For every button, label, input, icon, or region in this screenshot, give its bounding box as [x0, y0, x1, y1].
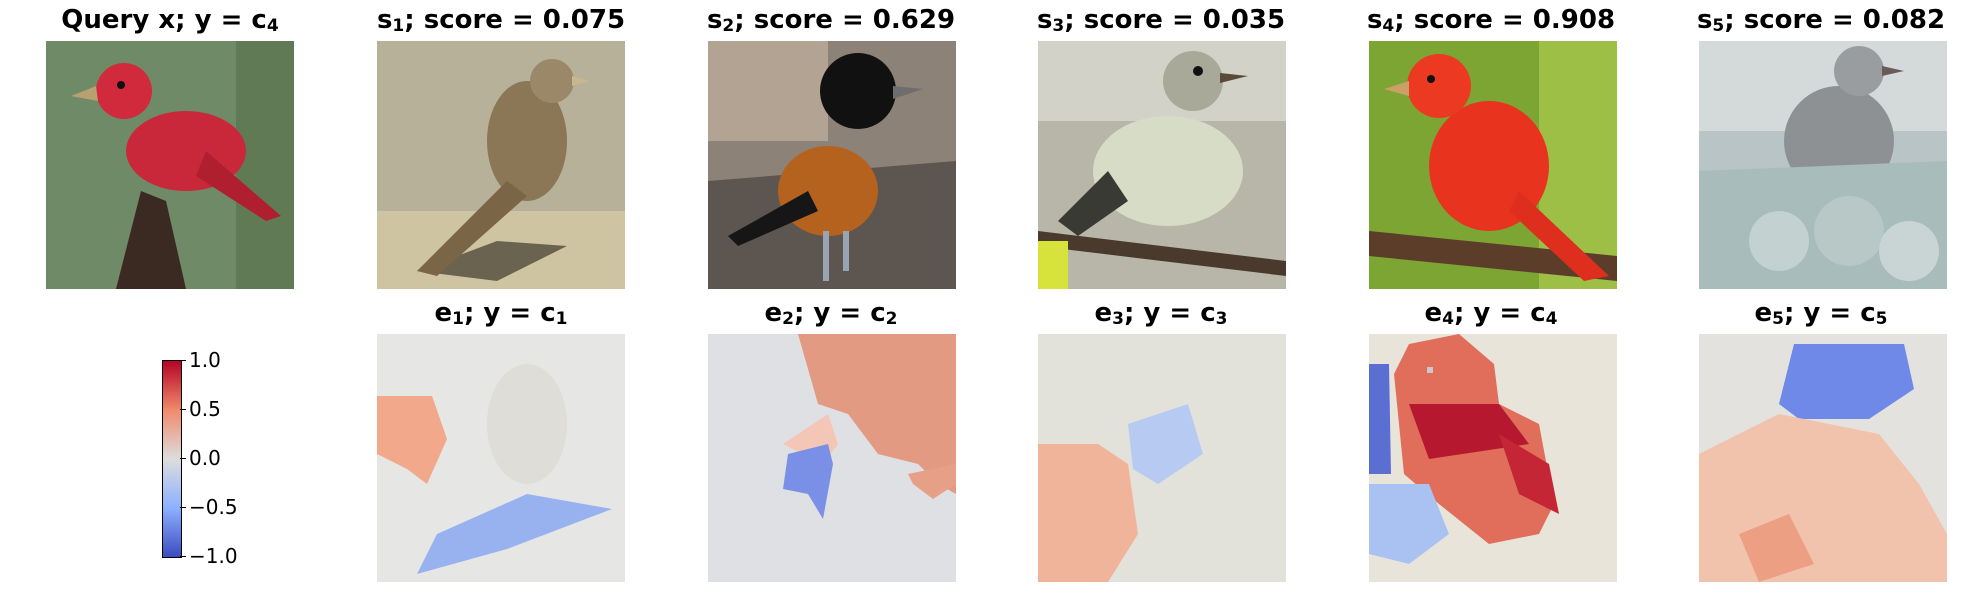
explanation-3-title: e3; y = c3 — [1094, 298, 1228, 329]
colorbar-tick — [180, 507, 186, 508]
similar-5-title: s5; score = 0.082 — [1696, 5, 1946, 36]
similar-5-image-gray-bird — [1699, 41, 1947, 289]
explanation-4-heatmap — [1369, 334, 1617, 582]
explanation-5-title: e5; y = c5 — [1754, 298, 1888, 329]
explanation-5-heatmap — [1699, 334, 1947, 582]
colorbar-tick — [180, 556, 186, 557]
explanation-1-heatmap — [377, 334, 625, 582]
colorbar-tick — [180, 360, 186, 361]
colorbar-tick-label: −0.5 — [189, 495, 238, 519]
colorbar — [162, 360, 182, 558]
query-title: Query x; y = c4 — [61, 5, 279, 36]
similar-2-image-oriole — [708, 41, 956, 289]
similar-3-image-flycatcher — [1038, 41, 1286, 289]
colorbar-tick-label: −1.0 — [189, 544, 238, 568]
colorbar-tick — [180, 409, 186, 410]
similar-4-title: s4; score = 0.908 — [1366, 5, 1616, 36]
similar-4-image-red-bird — [1369, 41, 1617, 289]
query-image-red-bird — [46, 41, 294, 289]
colorbar-tick-label: 0.0 — [189, 446, 221, 470]
explanation-4-title: e4; y = c4 — [1424, 298, 1558, 329]
explanation-2-heatmap — [708, 334, 956, 582]
similar-1-title: s1; score = 0.075 — [376, 5, 626, 36]
explanation-1-title: e1; y = c1 — [434, 298, 568, 329]
similar-3-title: s3; score = 0.035 — [1036, 5, 1286, 36]
explanation-2-title: e2; y = c2 — [764, 298, 898, 329]
similar-2-title: s2; score = 0.629 — [706, 5, 956, 36]
colorbar-tick — [180, 458, 186, 459]
similar-1-image-sparrow — [377, 41, 625, 289]
colorbar-tick-label: 0.5 — [189, 397, 221, 421]
explanation-3-heatmap — [1038, 334, 1286, 582]
colorbar-tick-label: 1.0 — [189, 348, 221, 372]
